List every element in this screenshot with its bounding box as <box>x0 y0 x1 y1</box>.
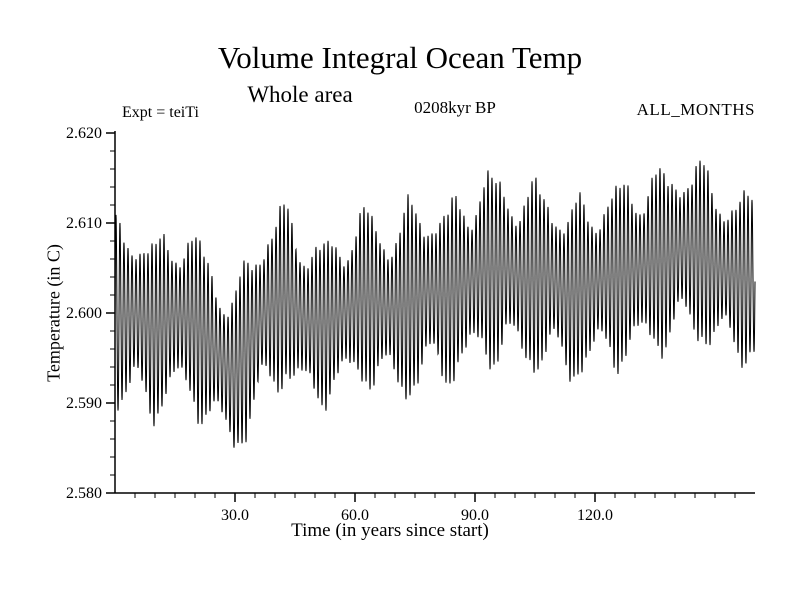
annotation-all-months: ALL_MONTHS <box>636 100 755 119</box>
y-tick-label: 2.600 <box>66 305 102 322</box>
y-tick-label: 2.590 <box>66 395 102 412</box>
annotation-time-bp: 0208kyr BP <box>414 98 496 117</box>
y-tick-label: 2.610 <box>66 215 102 232</box>
x-tick-label: 120.0 <box>577 507 613 524</box>
x-tick-label: 30.0 <box>221 507 249 524</box>
x-axis-label: Time (in years since start) <box>291 520 489 541</box>
chart-subtitle: Whole area <box>247 82 353 107</box>
x-tick-label: 60.0 <box>341 507 369 524</box>
chart-title: Volume Integral Ocean Temp <box>217 40 583 75</box>
temperature-series <box>114 160 756 448</box>
x-tick-label: 90.0 <box>461 507 489 524</box>
y-tick-label: 2.580 <box>66 485 102 502</box>
y-tick-label: 2.620 <box>66 125 102 142</box>
annotation-experiment: Expt = teiTi <box>122 104 199 121</box>
